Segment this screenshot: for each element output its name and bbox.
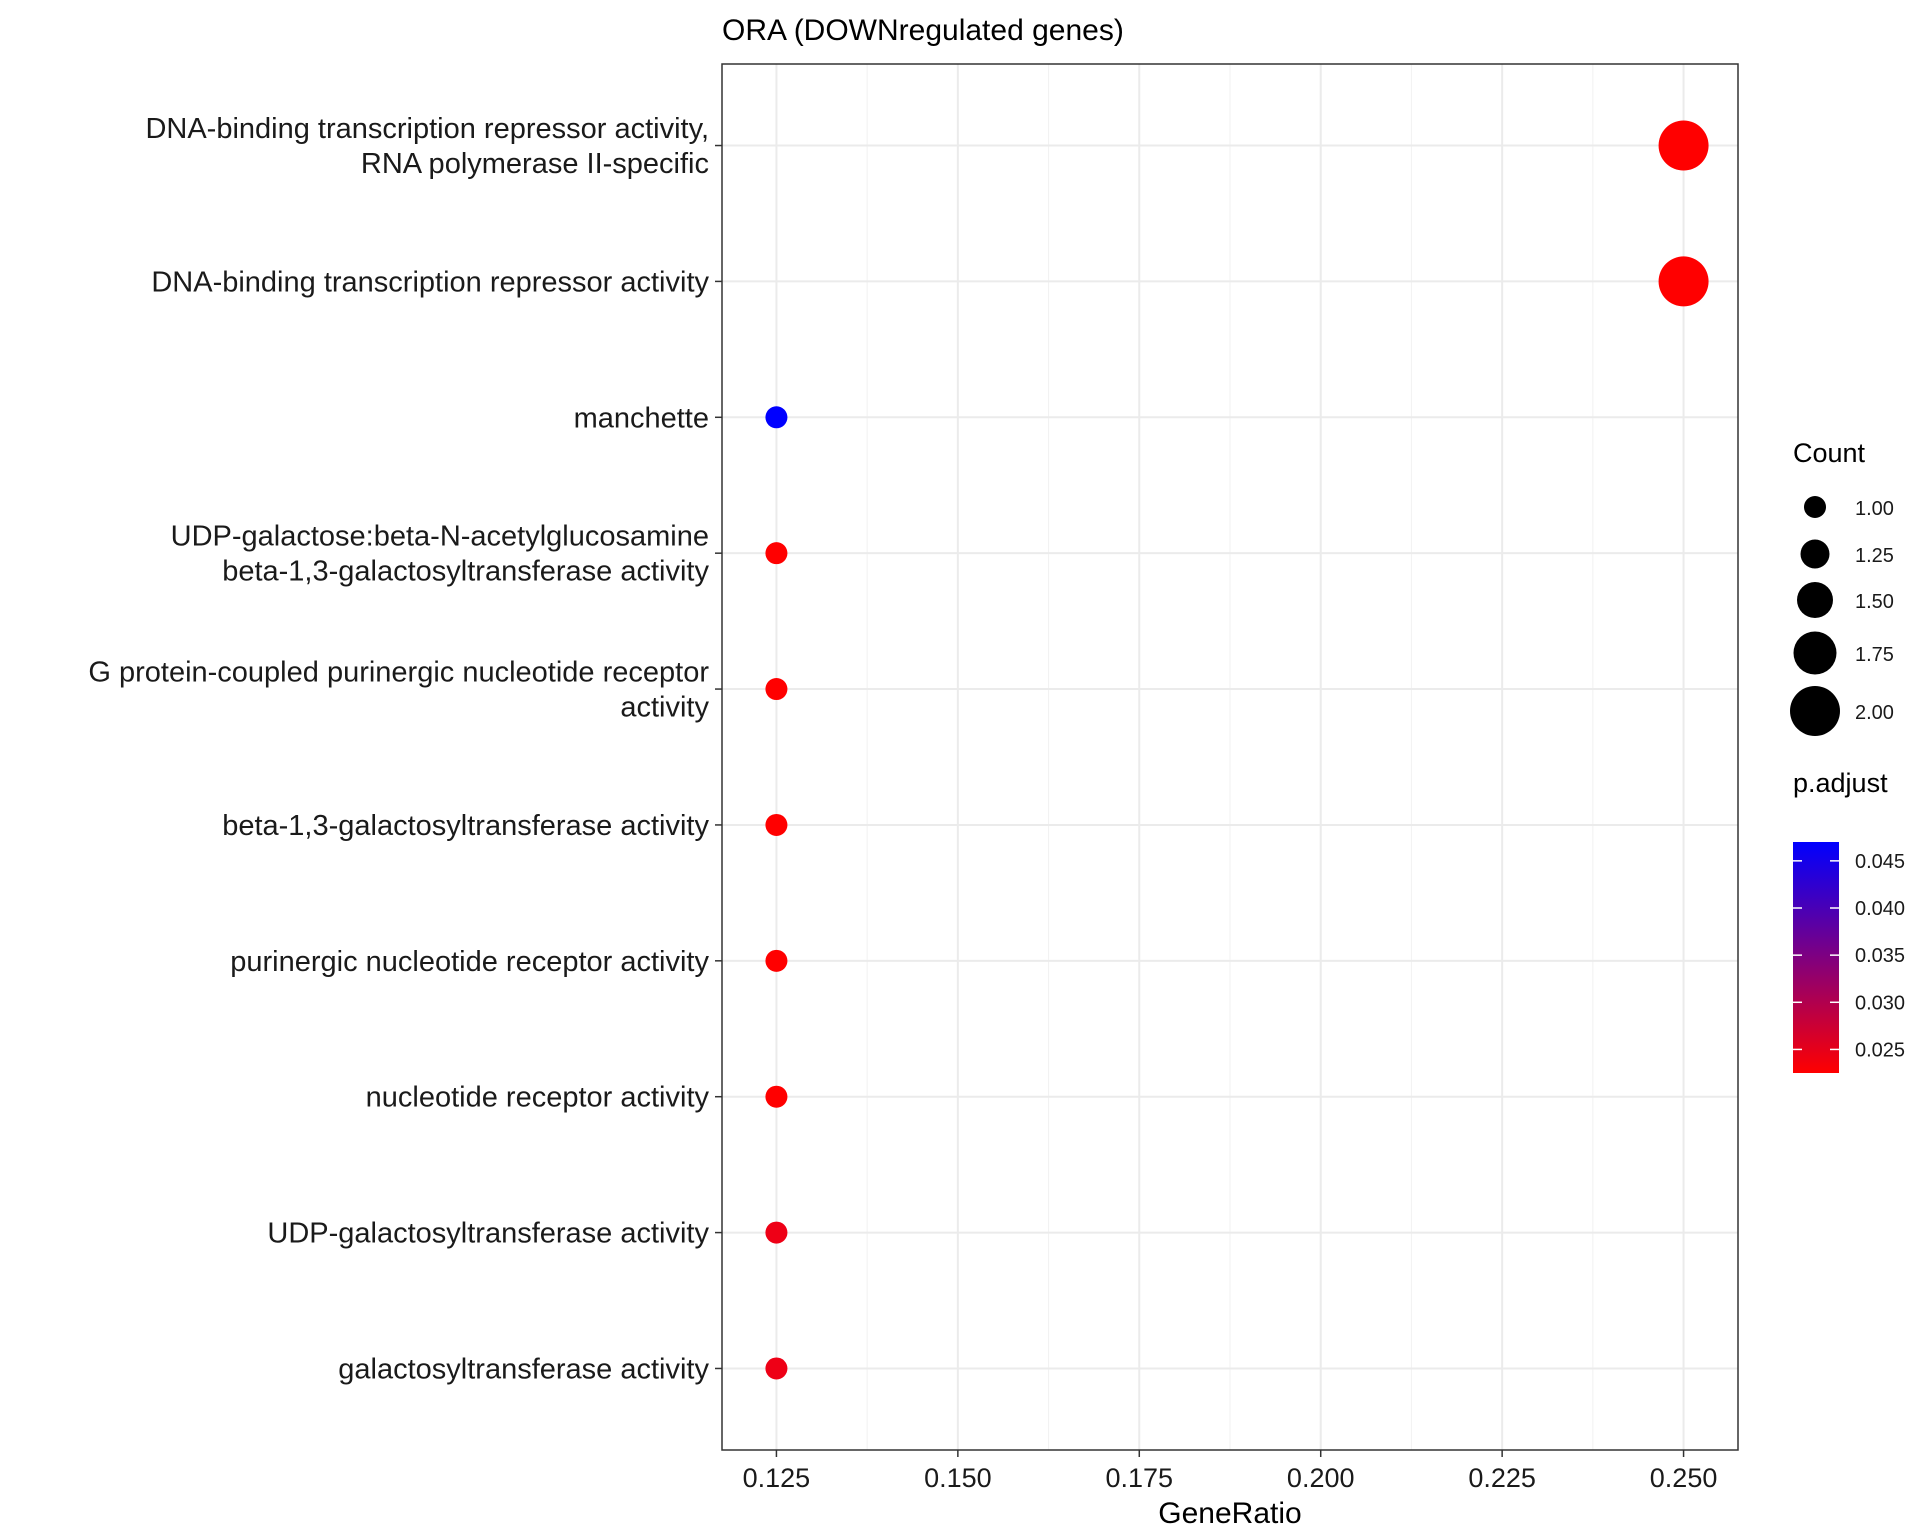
- axes: 0.125 0.150 0.175 0.200 0.225 0.250 DNA-bindin…: [88, 113, 1717, 1493]
- y-tick-label: manchette: [574, 402, 709, 434]
- count-legend-key: [1790, 686, 1840, 736]
- data-point: [765, 1221, 788, 1244]
- y-tick-label: G protein-coupled purinergic nucleotide …: [88, 657, 709, 689]
- p-adjust-legend-label: 0.030: [1855, 992, 1905, 1014]
- count-legend-label: 1.50: [1855, 591, 1894, 613]
- data-point: [765, 542, 788, 565]
- y-tick-label: galactosyltransferase activity: [338, 1353, 709, 1385]
- p-adjust-legend: p.adjust 0.045 0.040 0.035 0.030 0.025: [1793, 768, 1905, 1073]
- p-adjust-legend-label: 0.035: [1855, 945, 1905, 967]
- count-legend-key: [1797, 582, 1833, 618]
- data-point: [1658, 120, 1709, 171]
- count-legend: Count 1.00 1.25 1.50 1.75 2.00: [1790, 438, 1894, 736]
- y-tick-label: nucleotide receptor activity: [366, 1082, 710, 1114]
- data-point: [765, 1357, 788, 1380]
- p-adjust-color-bar: [1793, 842, 1839, 1073]
- count-legend-key: [1800, 539, 1830, 569]
- p-adjust-legend-label: 0.040: [1855, 898, 1905, 920]
- y-tick-label: beta-1,3-galactosyltransferase activity: [222, 556, 709, 588]
- data-point: [765, 1085, 788, 1108]
- chart-title: ORA (DOWNregulated genes): [722, 14, 1124, 47]
- count-legend-key: [1793, 631, 1837, 675]
- y-tick-label: purinergic nucleotide receptor activity: [230, 946, 709, 978]
- y-tick-label: DNA-binding transcription repressor acti…: [151, 266, 709, 298]
- y-tick-label: activity: [620, 692, 709, 724]
- count-legend-label: 2.00: [1855, 702, 1894, 724]
- data-point: [765, 406, 788, 429]
- x-tick-label: 0.250: [1650, 1463, 1718, 1493]
- x-tick-label: 0.125: [743, 1463, 811, 1493]
- p-adjust-legend-label: 0.025: [1855, 1039, 1905, 1061]
- count-legend-label: 1.75: [1855, 644, 1894, 666]
- y-tick-label: beta-1,3-galactosyltransferase activity: [222, 810, 709, 842]
- count-legend-label: 1.00: [1855, 498, 1894, 520]
- y-tick-label: UDP-galactosyltransferase activity: [267, 1218, 709, 1250]
- data-point: [765, 949, 788, 972]
- y-tick-label: DNA-binding transcription repressor acti…: [145, 113, 709, 145]
- y-tick-label: RNA polymerase II-specific: [361, 148, 709, 180]
- data-point: [765, 813, 788, 836]
- x-tick-label: 0.150: [924, 1463, 992, 1493]
- data-point: [765, 678, 788, 701]
- data-points: [765, 120, 1709, 1380]
- count-legend-key: [1804, 496, 1826, 518]
- x-tick-label: 0.225: [1468, 1463, 1536, 1493]
- x-tick-label: 0.175: [1105, 1463, 1173, 1493]
- p-adjust-legend-label: 0.045: [1855, 851, 1905, 873]
- x-axis-label: GeneRatio: [1158, 1497, 1301, 1530]
- plot-panel-border: [721, 63, 1739, 1451]
- p-adjust-legend-title: p.adjust: [1793, 768, 1888, 798]
- count-legend-label: 1.25: [1855, 545, 1894, 567]
- count-legend-title: Count: [1793, 438, 1866, 468]
- data-point: [1658, 256, 1709, 307]
- y-tick-label: UDP-galactose:beta-N-acetylglucosamine: [171, 521, 709, 553]
- x-tick-label: 0.200: [1287, 1463, 1355, 1493]
